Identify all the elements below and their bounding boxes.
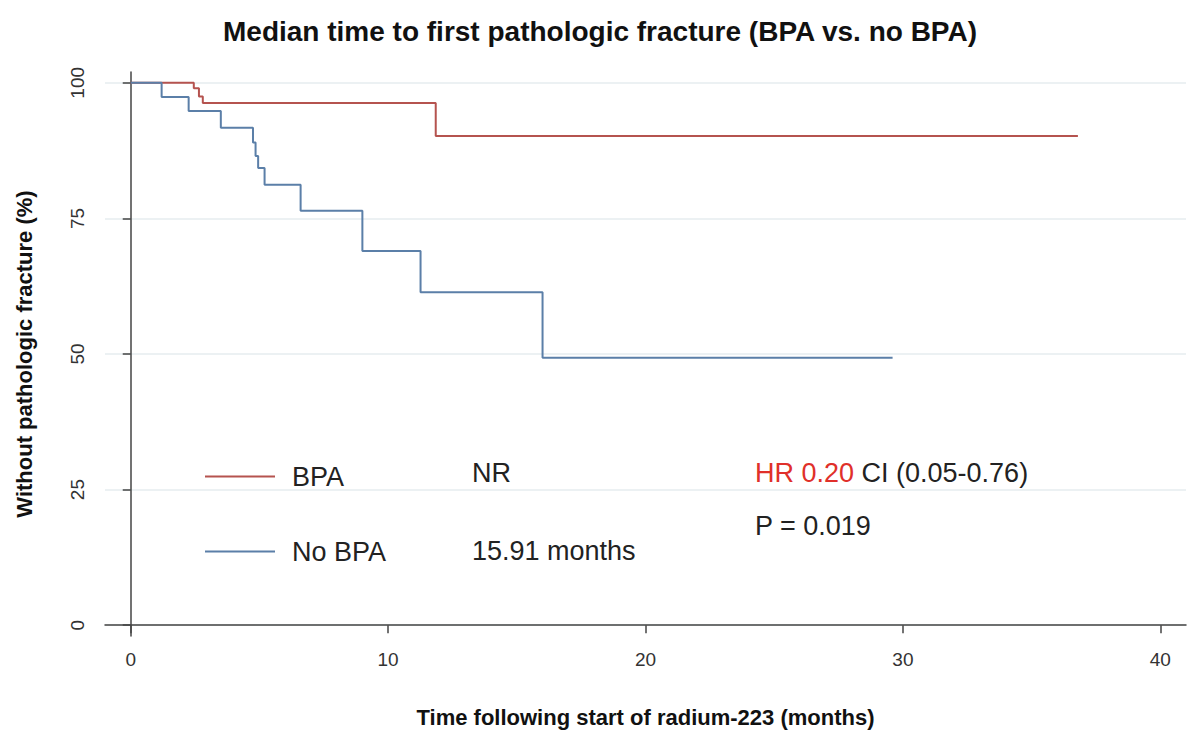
svg-text:10: 10 bbox=[378, 649, 399, 670]
svg-text:20: 20 bbox=[635, 649, 656, 670]
svg-text:0: 0 bbox=[125, 649, 136, 670]
svg-text:Median time to first pathologi: Median time to first pathologic fracture… bbox=[223, 16, 977, 47]
svg-text:30: 30 bbox=[892, 649, 913, 670]
svg-text:50: 50 bbox=[67, 343, 88, 364]
svg-text:0: 0 bbox=[67, 620, 88, 631]
svg-text:No BPA: No BPA bbox=[292, 537, 386, 567]
svg-text:CI (0.05-0.76): CI (0.05-0.76) bbox=[862, 458, 1029, 488]
svg-text:Without pathologic fracture (%: Without pathologic fracture (%) bbox=[12, 190, 37, 517]
svg-text:NR: NR bbox=[472, 458, 511, 488]
svg-text:75: 75 bbox=[67, 208, 88, 229]
svg-text:100: 100 bbox=[67, 67, 88, 99]
svg-text:Time following start of radium: Time following start of radium-223 (mont… bbox=[417, 705, 875, 730]
svg-text:BPA: BPA bbox=[292, 462, 344, 492]
svg-text:15.91 months: 15.91 months bbox=[472, 536, 636, 566]
svg-text:HR 0.20: HR 0.20 bbox=[755, 458, 854, 488]
svg-text:P = 0.019: P = 0.019 bbox=[755, 511, 871, 541]
svg-text:25: 25 bbox=[67, 479, 88, 500]
svg-text:40: 40 bbox=[1150, 649, 1171, 670]
